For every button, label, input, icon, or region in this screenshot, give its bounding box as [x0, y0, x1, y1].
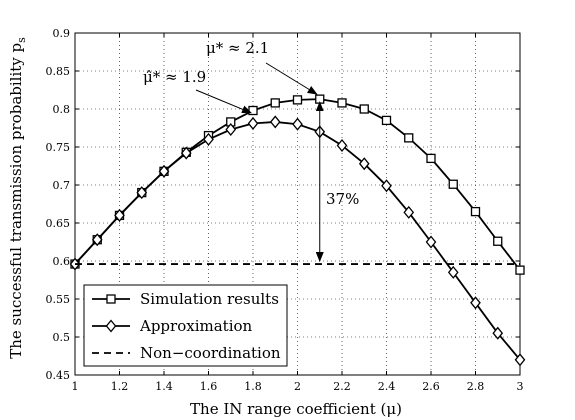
data-point: [269, 115, 281, 129]
data-point: [358, 157, 370, 171]
data-point: [381, 179, 392, 193]
x-tick-label: 2.2: [333, 380, 351, 393]
x-tick-label: 2.8: [467, 380, 485, 393]
x-tick-label: 2.4: [378, 380, 396, 393]
data-point: [248, 105, 258, 116]
legend-marker: [106, 294, 116, 304]
data-point: [158, 164, 170, 178]
y-tick-label: 0.9: [53, 27, 71, 40]
data-point: [403, 205, 415, 219]
x-tick-label: 1.8: [244, 380, 262, 393]
y-tick-label: 0.7: [53, 179, 71, 192]
y-tick-label: 0.5: [53, 331, 71, 344]
data-point: [225, 122, 237, 137]
y-tick-label: 0.55: [46, 293, 71, 306]
mu-hat-star-label: μ̂* ≈ 1.9: [143, 68, 206, 86]
y-tick-label: 0.6: [53, 255, 71, 268]
data-point: [447, 265, 459, 279]
legend-label: Non−coordination: [140, 344, 281, 362]
data-point: [315, 94, 325, 104]
mu-star-label: μ* ≈ 2.1: [206, 39, 269, 57]
data-point: [493, 236, 503, 246]
data-point: [247, 116, 259, 130]
data-point: [292, 117, 303, 131]
x-tick-label: 2: [294, 380, 301, 393]
data-point: [203, 132, 214, 146]
data-point: [337, 98, 347, 108]
mu-hat-star-arrow: [195, 89, 252, 114]
data-point: [492, 326, 504, 340]
data-point: [426, 153, 436, 164]
data-point: [381, 115, 392, 126]
data-point: [404, 133, 414, 143]
legend-label: Approximation: [139, 317, 253, 335]
x-tick-label: 1.4: [155, 380, 173, 393]
data-point: [180, 146, 192, 160]
y-tick-label: 0.65: [46, 217, 71, 230]
data-point: [114, 208, 125, 222]
y-axis-label: The successful transmission probability …: [7, 37, 28, 359]
data-point: [470, 206, 481, 217]
y-axis-label-subscript: s: [15, 37, 28, 43]
y-tick-label: 0.8: [53, 103, 71, 116]
data-point: [514, 353, 526, 367]
data-point: [448, 179, 458, 189]
data-point: [336, 138, 348, 153]
mu-star-arrow: [265, 62, 318, 95]
y-tick-label: 0.45: [46, 369, 71, 382]
data-point: [91, 233, 103, 247]
series-1: [69, 115, 526, 367]
x-tick-label: 1.6: [200, 380, 218, 393]
series-group: [69, 94, 526, 367]
x-axis-label: The IN range coefficient (μ): [190, 400, 402, 418]
y-tick-label: 0.85: [46, 65, 71, 78]
data-point: [136, 186, 148, 200]
x-tick-label: 1.2: [111, 380, 129, 393]
y-tick-label: 0.75: [46, 141, 71, 154]
x-tick-label: 3: [517, 380, 524, 393]
legend-marker: [105, 319, 117, 333]
data-point: [359, 104, 369, 114]
data-point: [270, 98, 280, 108]
data-point: [292, 95, 303, 105]
gap-percentage-label: 37%: [326, 190, 359, 208]
axis-ticks: 1 1.2 1.4 1.6 1.8 2 2.2 2.4 2.6 2.8 3 0.45 0.5 0.55 0.…: [46, 27, 524, 393]
legend: Simulation results Approximation Non−coord…: [83, 284, 288, 367]
x-tick-label: 1: [72, 380, 79, 393]
legend-label: Simulation results: [140, 290, 279, 308]
x-tick-label: 2.6: [422, 380, 440, 393]
data-point: [470, 296, 481, 310]
data-point: [425, 235, 437, 249]
annotations: μ* ≈ 2.1 μ̂* ≈ 1.9 37%: [143, 39, 359, 263]
data-point: [515, 265, 525, 275]
